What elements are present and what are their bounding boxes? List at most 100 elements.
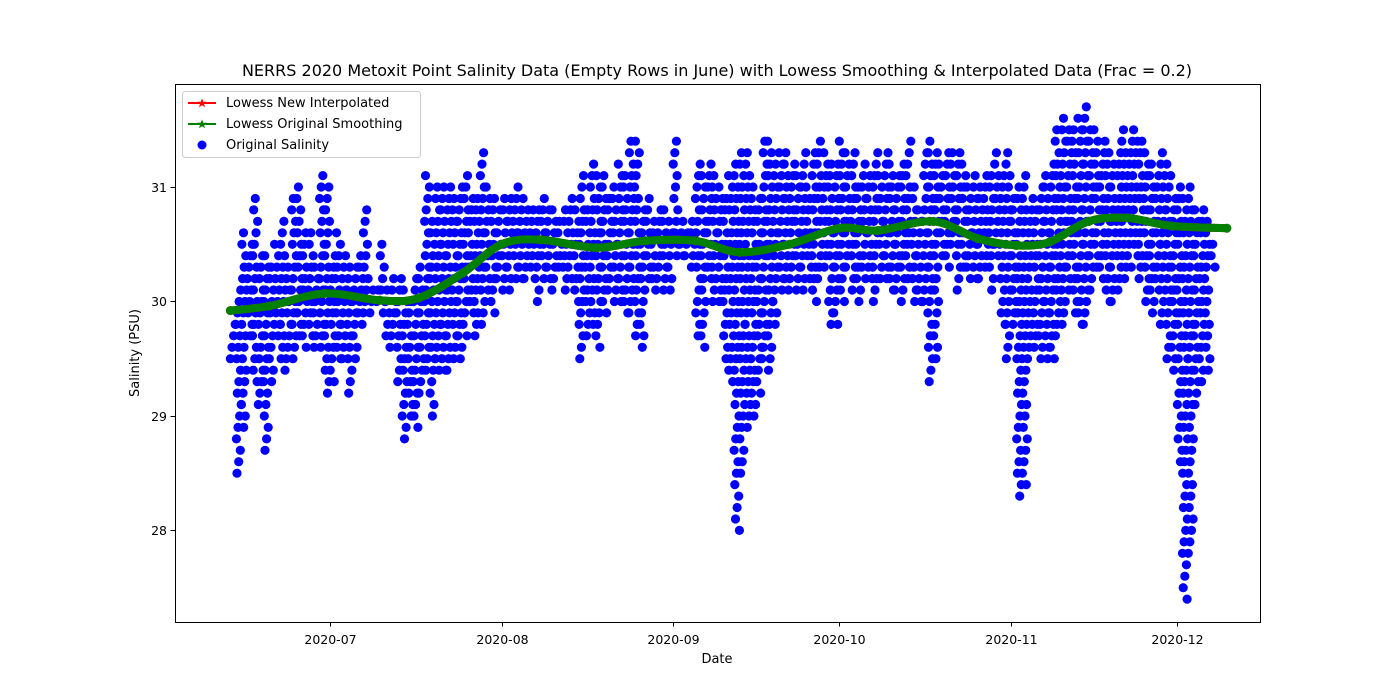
salinity-point: [1182, 594, 1192, 604]
salinity-point: [575, 274, 585, 284]
salinity-point: [420, 251, 430, 261]
salinity-point: [449, 193, 459, 204]
salinity-point: [979, 193, 989, 204]
salinity-point: [840, 262, 851, 272]
salinity-point: [827, 193, 837, 204]
salinity-point: [836, 239, 847, 249]
salinity-point: [492, 228, 502, 238]
salinity-point: [592, 205, 602, 215]
salinity-point: [931, 274, 941, 284]
salinity-point: [398, 285, 408, 295]
salinity-point: [702, 228, 712, 238]
salinity-point: [239, 422, 249, 432]
salinity-point: [1172, 285, 1182, 295]
salinity-point: [1128, 171, 1138, 181]
salinity-point: [837, 274, 847, 284]
salinity-point: [399, 399, 409, 410]
salinity-point: [633, 193, 644, 204]
salinity-point: [924, 377, 934, 387]
salinity-point: [322, 388, 333, 398]
salinity-point: [1038, 262, 1048, 272]
salinity-point: [1149, 296, 1159, 307]
salinity-point: [315, 228, 325, 238]
salinity-point: [730, 285, 740, 295]
lowess-smoothing-point: [735, 247, 745, 257]
salinity-point: [569, 251, 579, 261]
salinity-point: [691, 308, 701, 318]
salinity-point: [757, 354, 767, 364]
salinity-point: [542, 262, 552, 272]
salinity-point: [576, 308, 586, 318]
salinity-point: [1091, 228, 1101, 238]
salinity-point: [614, 274, 624, 284]
salinity-point: [1085, 285, 1095, 295]
salinity-point: [253, 399, 263, 410]
salinity-point: [1189, 285, 1200, 295]
salinity-point: [1081, 296, 1092, 307]
salinity-point: [639, 331, 649, 341]
salinity-point: [1058, 113, 1069, 123]
salinity-point: [1188, 514, 1198, 524]
salinity-point: [868, 262, 878, 272]
salinity-point: [1019, 457, 1029, 467]
salinity-point: [923, 228, 933, 238]
salinity-point: [759, 296, 769, 307]
salinity-point: [826, 239, 836, 249]
salinity-point: [792, 205, 802, 215]
salinity-point: [734, 525, 745, 536]
salinity-point: [813, 274, 823, 284]
salinity-point: [858, 171, 869, 181]
salinity-point: [260, 251, 270, 261]
x-tick-label: 2020-07: [304, 632, 356, 647]
salinity-point: [925, 136, 935, 146]
salinity-point: [392, 342, 402, 352]
salinity-point: [909, 182, 919, 192]
salinity-point: [1060, 296, 1070, 307]
salinity-point: [1056, 285, 1066, 295]
salinity-point: [769, 171, 779, 181]
salinity-point: [283, 262, 293, 272]
salinity-point: [431, 228, 441, 238]
salinity-point: [785, 274, 795, 284]
y-tick-label: 31: [151, 180, 167, 195]
salinity-point: [1001, 274, 1012, 284]
salinity-point: [748, 182, 758, 192]
salinity-point: [362, 239, 372, 249]
salinity-point: [422, 319, 432, 329]
salinity-point: [1003, 262, 1013, 272]
salinity-point: [1079, 274, 1089, 284]
salinity-point: [1004, 331, 1015, 341]
salinity-point: [734, 491, 744, 501]
salinity-point: [570, 285, 580, 295]
salinity-point: [425, 388, 435, 398]
salinity-point: [530, 274, 540, 284]
salinity-point: [869, 251, 879, 261]
salinity-point: [322, 193, 332, 204]
salinity-point: [920, 159, 930, 169]
salinity-point: [615, 262, 626, 272]
salinity-point: [333, 331, 344, 341]
salinity-point: [1002, 193, 1012, 204]
salinity-point: [871, 159, 881, 169]
salinity-point: [714, 182, 724, 192]
salinity-point: [1068, 205, 1078, 215]
salinity-point: [238, 228, 249, 238]
salinity-point: [824, 216, 834, 226]
x-axis-label: Date: [701, 652, 732, 667]
salinity-point: [362, 205, 372, 215]
salinity-point: [385, 342, 395, 352]
salinity-point: [515, 251, 526, 261]
salinity-point: [1100, 136, 1110, 146]
salinity-point: [309, 342, 319, 352]
salinity-point: [1189, 331, 1199, 341]
salinity-point: [961, 171, 971, 181]
salinity-point: [438, 308, 448, 318]
salinity-point: [691, 228, 701, 238]
salinity-point: [1068, 285, 1078, 295]
salinity-point: [986, 171, 996, 181]
salinity-point: [249, 239, 259, 249]
salinity-point: [693, 216, 703, 226]
salinity-point: [964, 205, 974, 215]
salinity-point: [1161, 319, 1171, 329]
salinity-point: [1084, 136, 1094, 146]
